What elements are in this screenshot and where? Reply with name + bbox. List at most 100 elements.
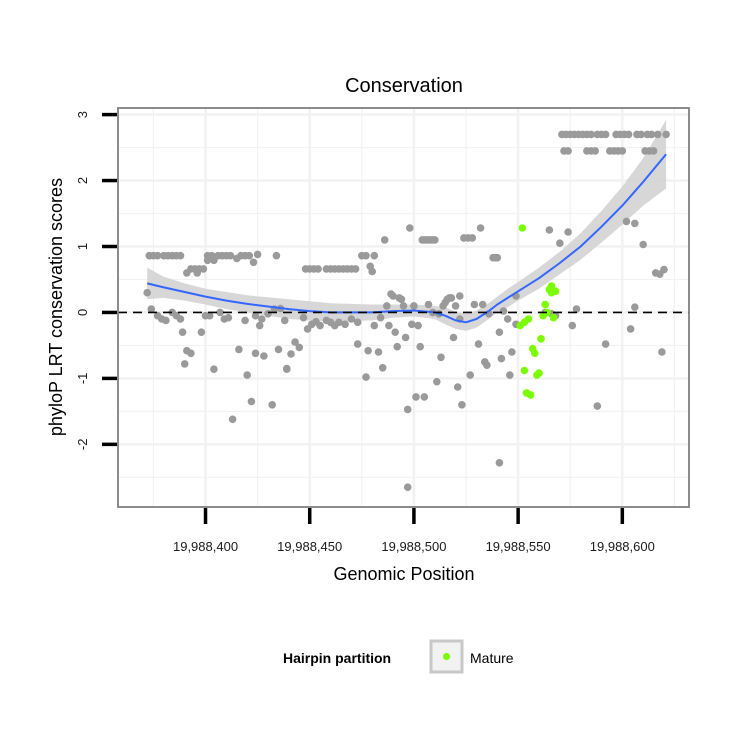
other-point <box>412 393 420 401</box>
other-point <box>626 325 635 333</box>
mature-point <box>526 391 535 399</box>
other-point <box>258 315 266 323</box>
other-point <box>639 240 647 249</box>
data-points <box>143 130 670 492</box>
other-point <box>470 300 479 309</box>
mature-point <box>520 366 529 375</box>
mature-point <box>547 282 556 290</box>
other-point <box>572 305 581 313</box>
other-point <box>451 302 460 310</box>
other-point <box>449 333 458 342</box>
other-point <box>556 239 564 247</box>
other-point <box>406 224 414 232</box>
legend-title: Hairpin partition <box>283 650 391 666</box>
other-point <box>216 308 224 317</box>
other-point <box>187 349 195 358</box>
other-point <box>647 130 656 139</box>
other-point <box>385 321 393 330</box>
other-point <box>601 130 610 139</box>
other-point <box>351 265 360 273</box>
other-point <box>420 393 429 401</box>
y-axis: -2 -1 0 1 2 3 <box>75 111 117 450</box>
other-point <box>255 321 264 330</box>
other-point <box>180 360 189 368</box>
other-point <box>299 313 308 322</box>
other-point <box>458 401 466 409</box>
y-tick-label: 3 <box>75 111 90 118</box>
other-point <box>456 292 464 300</box>
other-point <box>251 311 260 320</box>
other-point <box>506 371 514 379</box>
other-point <box>431 236 439 244</box>
other-point <box>393 342 402 351</box>
other-point <box>274 345 283 354</box>
y-tick-label: -2 <box>75 439 90 451</box>
other-point <box>370 251 379 260</box>
other-point <box>591 147 599 155</box>
legend-entry-mature: Mature <box>470 650 514 666</box>
other-point <box>631 219 639 228</box>
other-point <box>466 371 475 379</box>
other-point <box>291 338 299 346</box>
x-tick-label: 19,988,400 <box>173 539 238 554</box>
other-point <box>314 265 322 273</box>
mature-point <box>543 308 552 317</box>
mature-point <box>535 369 543 377</box>
other-point <box>253 250 262 259</box>
other-point <box>376 313 385 322</box>
other-point <box>210 365 218 374</box>
other-point <box>568 321 577 330</box>
loess-smooth-line <box>146 153 667 324</box>
legend-key-mature-icon <box>442 652 451 661</box>
other-point <box>433 377 441 386</box>
other-point <box>272 251 281 260</box>
other-point <box>483 361 491 370</box>
x-tick-label: 19,988,600 <box>590 539 655 554</box>
other-point <box>624 130 633 139</box>
other-point <box>162 316 170 325</box>
other-point <box>416 342 425 351</box>
x-tick-label: 19,988,450 <box>277 539 342 554</box>
other-point <box>224 313 233 322</box>
x-axis: 19,988,400 19,988,450 19,988,500 19,988,550… <box>173 508 655 554</box>
other-point <box>341 320 349 329</box>
other-point <box>391 328 400 337</box>
other-point <box>476 224 485 232</box>
other-point <box>637 130 645 139</box>
mature-point <box>551 287 560 296</box>
other-point <box>260 352 268 360</box>
other-point <box>508 348 516 356</box>
other-point <box>622 217 631 226</box>
other-point <box>383 302 391 310</box>
other-point <box>399 302 408 310</box>
other-point <box>499 307 508 315</box>
other-point <box>226 251 235 260</box>
other-point <box>474 340 483 348</box>
other-point <box>264 310 272 318</box>
other-point <box>247 397 256 406</box>
other-point <box>197 328 206 337</box>
other-point <box>176 315 185 323</box>
mature-point <box>531 349 539 358</box>
other-point <box>397 295 406 304</box>
other-point <box>251 349 260 358</box>
legend: Hairpin partition Mature <box>283 639 514 674</box>
other-point <box>401 333 410 342</box>
other-point <box>493 253 502 262</box>
other-point <box>243 371 251 379</box>
other-point <box>316 321 324 330</box>
other-point <box>414 321 422 330</box>
other-point <box>368 267 377 276</box>
other-point <box>453 383 462 391</box>
other-point <box>468 234 477 242</box>
confidence-ribbon <box>147 119 667 331</box>
other-point <box>618 147 627 155</box>
other-point <box>649 147 658 155</box>
other-point <box>631 303 639 312</box>
mature-point <box>537 335 545 343</box>
other-point <box>408 320 416 329</box>
other-point <box>653 130 662 139</box>
x-tick-label: 19,988,500 <box>381 539 446 554</box>
other-point <box>660 265 668 274</box>
y-tick-label: 1 <box>75 243 90 250</box>
